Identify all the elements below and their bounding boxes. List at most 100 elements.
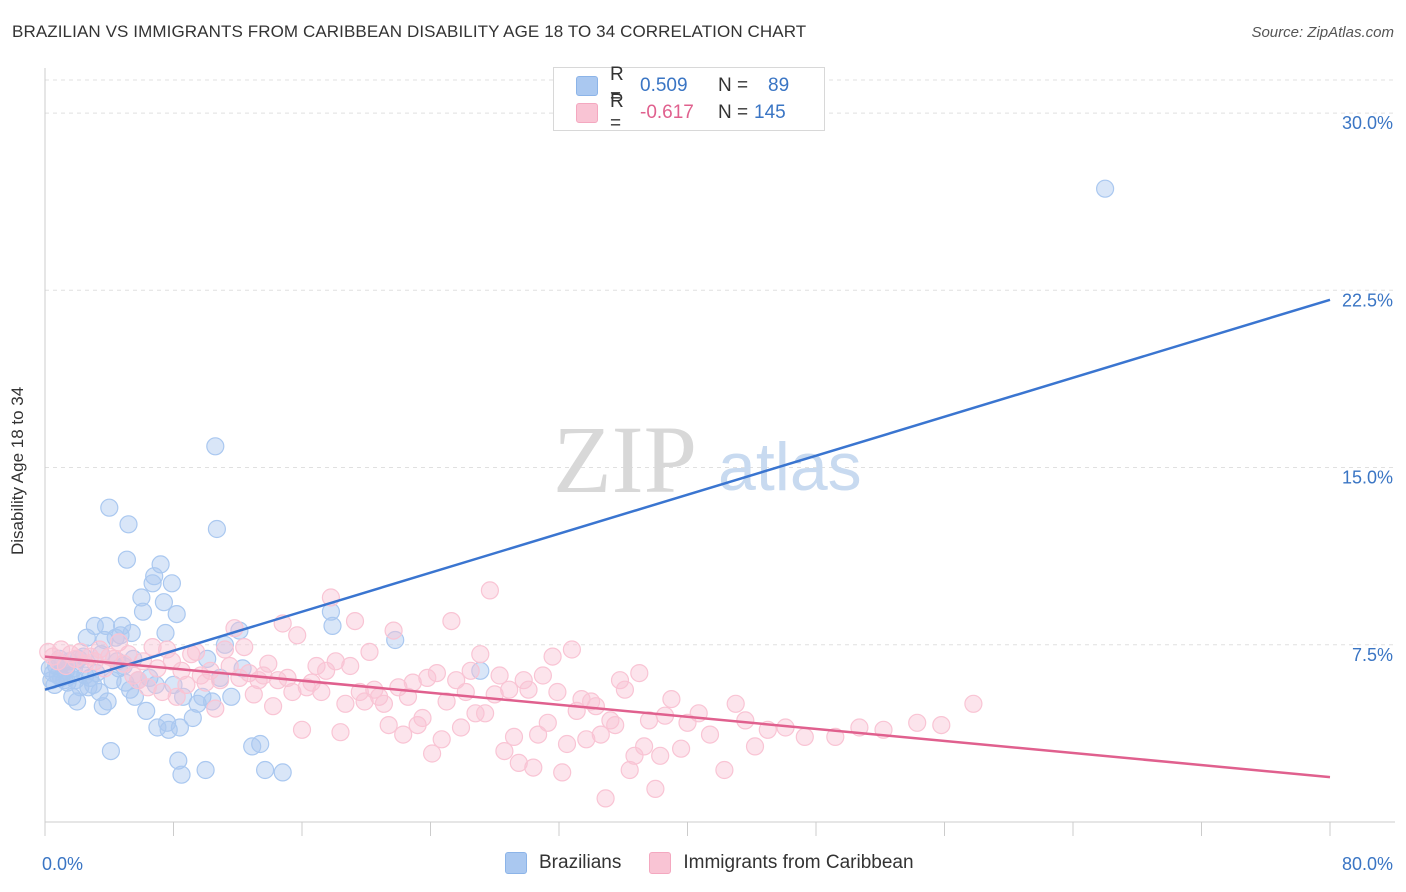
data-point [646,779,665,799]
data-point [283,682,302,702]
data-point [222,687,241,706]
data-point [162,652,181,671]
axes [44,68,1395,836]
data-point [398,687,418,706]
data-point [100,498,119,517]
data-point [206,437,225,456]
legend-item-brazilians[interactable]: Brazilians [505,852,621,874]
data-point [662,689,681,709]
data-point [143,637,162,657]
data-point [154,593,173,612]
data-point [67,692,87,711]
data-point [360,642,379,662]
data-point [273,763,292,782]
data-point [122,623,141,643]
legend-r-value: 0.509 [640,75,688,96]
data-point [634,737,654,756]
data-point [137,701,156,721]
data-point [538,713,557,732]
data-point [548,682,567,702]
data-point [207,519,226,539]
tick-labels: 7.5% 15.0% 22.5% 30.0% 0.0% 80.0% [42,113,1393,874]
data-point [413,708,432,728]
data-point [211,671,230,690]
data-point [715,760,734,780]
data-point [418,668,437,688]
data-point [251,734,270,754]
data-point [389,678,408,697]
data-point [379,715,398,735]
data-point [148,718,167,737]
data-point [427,663,446,683]
data-point [471,645,490,664]
data-point [932,715,951,735]
data-point [466,704,485,723]
data-point [129,671,148,690]
data-point [307,656,326,676]
data-point [79,678,98,697]
data-point [156,623,175,643]
data-point [504,727,524,747]
data-point [96,616,116,636]
data-point [355,692,374,711]
data-point [519,680,538,699]
data-point [215,640,234,659]
data-point [615,680,635,699]
legend-n-label: N = [718,102,749,123]
data-point [451,718,471,737]
data-point [132,588,151,607]
data-point [447,671,466,690]
data-point [111,626,130,645]
data-point [461,661,480,680]
data-point [726,694,745,713]
data-point [620,760,639,780]
data-point [606,715,625,735]
data-point [119,515,138,534]
watermark-atlas: atlas [718,429,862,505]
gridlines [45,79,1395,646]
data-point [630,663,649,683]
legend-swatch-caribbean [649,852,672,874]
data-point [288,626,307,645]
data-point [476,704,495,723]
data-point [143,574,162,593]
data-point [331,723,350,742]
data-point [384,621,403,640]
data-point [90,640,109,659]
trend-line-1 [44,655,1331,779]
data-point [167,687,186,706]
data-point [562,640,582,659]
data-point [312,682,331,702]
data-point [235,637,254,657]
data-point [169,751,188,770]
data-point [133,602,153,621]
data-point [577,730,596,749]
data-point [533,666,553,685]
data-point [500,680,519,699]
data-point [591,725,610,744]
x-tick-label: 0.0% [42,854,83,874]
data-point [795,727,814,747]
data-point [164,675,183,695]
data-point [553,763,572,782]
legend-label-caribbean: Immigrants from Caribbean [683,852,914,873]
data-point [259,654,278,673]
data-point [119,645,138,664]
data-point [651,746,670,765]
data-point [98,692,117,711]
data-point [745,737,765,756]
data-point [153,682,172,702]
data-point [671,739,691,758]
legend-item-caribbean[interactable]: Immigrants from Caribbean [649,852,914,874]
data-point [162,574,181,593]
data-point [101,741,121,761]
data-point [174,687,193,706]
data-point [826,727,845,747]
data-point [138,678,157,697]
legend-row-brazilians: R = 0.509 N = 89 [576,64,808,107]
data-point [177,675,196,695]
data-point [736,711,755,730]
data-point [964,694,983,713]
data-point [84,675,103,695]
